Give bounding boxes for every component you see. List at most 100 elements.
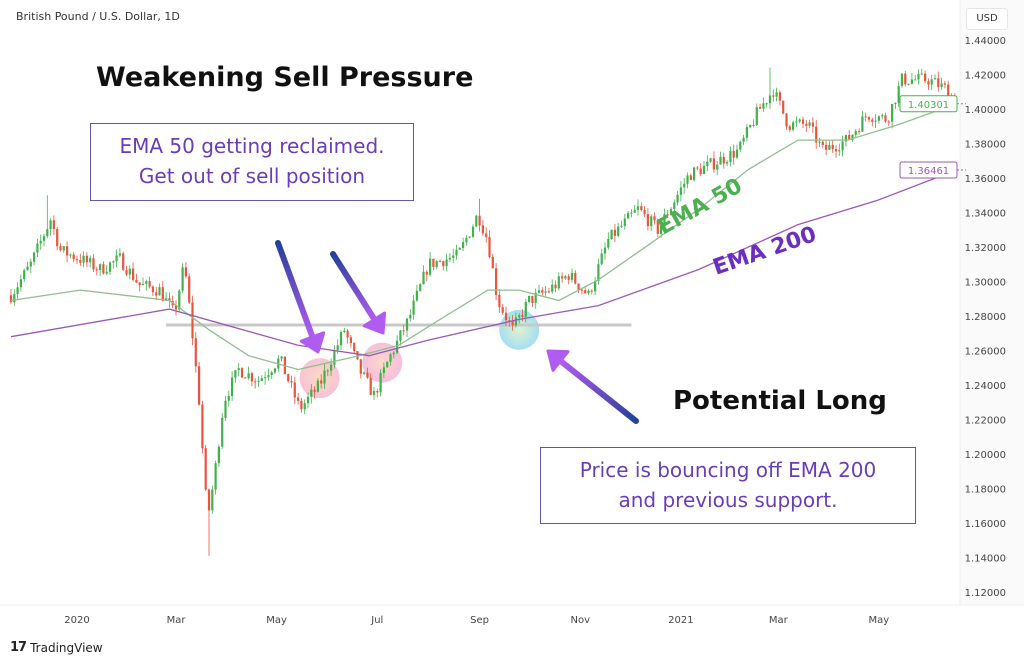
candle-body bbox=[584, 290, 587, 294]
arrow-icon bbox=[275, 240, 326, 354]
candle-body bbox=[33, 252, 36, 262]
candle-body bbox=[940, 83, 943, 88]
candle-body bbox=[788, 126, 791, 130]
candle-body bbox=[518, 315, 521, 318]
candle-body bbox=[240, 368, 244, 378]
candle-body bbox=[907, 83, 910, 85]
ema200-line-price-label: 1.36461 bbox=[908, 166, 949, 177]
ema200-line bbox=[10, 169, 957, 357]
candle-body bbox=[650, 216, 653, 226]
candle-body bbox=[544, 291, 547, 293]
candle-body bbox=[897, 85, 900, 104]
candle-body bbox=[551, 284, 554, 292]
candle-body bbox=[181, 267, 184, 291]
candle-body bbox=[943, 83, 946, 85]
candle-body bbox=[89, 258, 92, 263]
brand-name: TradingView bbox=[30, 640, 103, 655]
candle-body bbox=[742, 137, 745, 142]
candle-body bbox=[617, 226, 620, 236]
candle-body bbox=[442, 261, 445, 267]
candle-body bbox=[49, 220, 52, 230]
candle-body bbox=[874, 120, 877, 122]
candle-body bbox=[188, 276, 191, 303]
candle-body bbox=[613, 229, 616, 236]
candle-body bbox=[201, 404, 204, 449]
candle-body bbox=[82, 255, 85, 263]
candle-body bbox=[438, 261, 442, 263]
price-axis[interactable] bbox=[960, 0, 1024, 605]
candle-body bbox=[719, 157, 722, 165]
candle-body bbox=[320, 380, 323, 384]
highlight-circle bbox=[299, 358, 340, 399]
candle-body bbox=[161, 287, 164, 301]
candle-body bbox=[541, 290, 544, 293]
candle-body bbox=[455, 249, 458, 256]
candle-body bbox=[702, 165, 706, 175]
candle-body bbox=[132, 268, 135, 280]
candle-body bbox=[547, 291, 550, 293]
candle-body bbox=[511, 320, 514, 326]
candle-body bbox=[914, 79, 917, 81]
candle-body bbox=[36, 243, 39, 253]
candle-body bbox=[85, 255, 88, 263]
candle-body bbox=[108, 262, 112, 272]
symbol-title[interactable]: British Pound / U.S. Dollar, 1D bbox=[16, 10, 180, 23]
candle-body bbox=[924, 73, 927, 82]
candle-body bbox=[881, 115, 884, 117]
candle-body bbox=[673, 202, 676, 210]
candle-body bbox=[521, 315, 524, 317]
candle-body bbox=[79, 259, 82, 263]
candle-body bbox=[346, 330, 349, 338]
currency-button[interactable]: USD bbox=[966, 8, 1008, 30]
candle-body bbox=[752, 124, 755, 126]
candle-body bbox=[95, 269, 98, 271]
candle-body bbox=[231, 377, 234, 397]
candle-body bbox=[775, 92, 778, 97]
ema50-line-price-tag bbox=[899, 95, 958, 113]
candle-body bbox=[260, 378, 263, 381]
candle-body bbox=[458, 247, 461, 250]
candle-body bbox=[478, 215, 481, 226]
candle-body bbox=[504, 312, 508, 321]
candle-body bbox=[815, 126, 818, 143]
candle-body bbox=[891, 103, 894, 122]
candle-body bbox=[372, 391, 376, 395]
candle-body bbox=[706, 161, 709, 166]
candle-body bbox=[333, 350, 336, 365]
ema50-label: EMA 50 bbox=[654, 174, 747, 241]
candle-body bbox=[435, 261, 438, 267]
candle-body bbox=[280, 356, 283, 359]
candle-body bbox=[834, 149, 838, 152]
arrow-icon bbox=[330, 251, 387, 335]
candle-body bbox=[689, 175, 692, 180]
candle-body bbox=[759, 107, 762, 109]
candle-body bbox=[174, 305, 178, 310]
candle-body bbox=[683, 183, 686, 188]
candle-body bbox=[386, 361, 389, 368]
candle-body bbox=[250, 373, 253, 382]
candle-body bbox=[933, 78, 937, 80]
y-tick-label: 1.22000 bbox=[965, 416, 1006, 427]
candle-body bbox=[66, 246, 69, 256]
candle-body bbox=[52, 220, 55, 229]
candle-body bbox=[508, 320, 511, 322]
candle-body bbox=[155, 292, 158, 296]
annotation-line: EMA 50 getting reclaimed. bbox=[119, 134, 385, 158]
candle-body bbox=[128, 268, 131, 275]
candle-body bbox=[640, 206, 643, 211]
candle-body bbox=[745, 127, 748, 138]
candle-body bbox=[168, 298, 171, 301]
candle-body bbox=[349, 337, 352, 343]
candle-body bbox=[947, 84, 950, 97]
y-tick-label: 1.34000 bbox=[965, 209, 1006, 220]
candle-body bbox=[534, 292, 537, 303]
annotation-title-left: Weakening Sell Pressure bbox=[96, 62, 474, 93]
candle-body bbox=[557, 276, 560, 289]
tradingview-logo[interactable]: 17 TradingView bbox=[10, 640, 103, 655]
candle-body bbox=[297, 397, 300, 401]
candle-body bbox=[653, 216, 656, 221]
candle-body bbox=[419, 284, 422, 291]
candle-body bbox=[656, 220, 659, 234]
candle-body bbox=[356, 351, 359, 360]
